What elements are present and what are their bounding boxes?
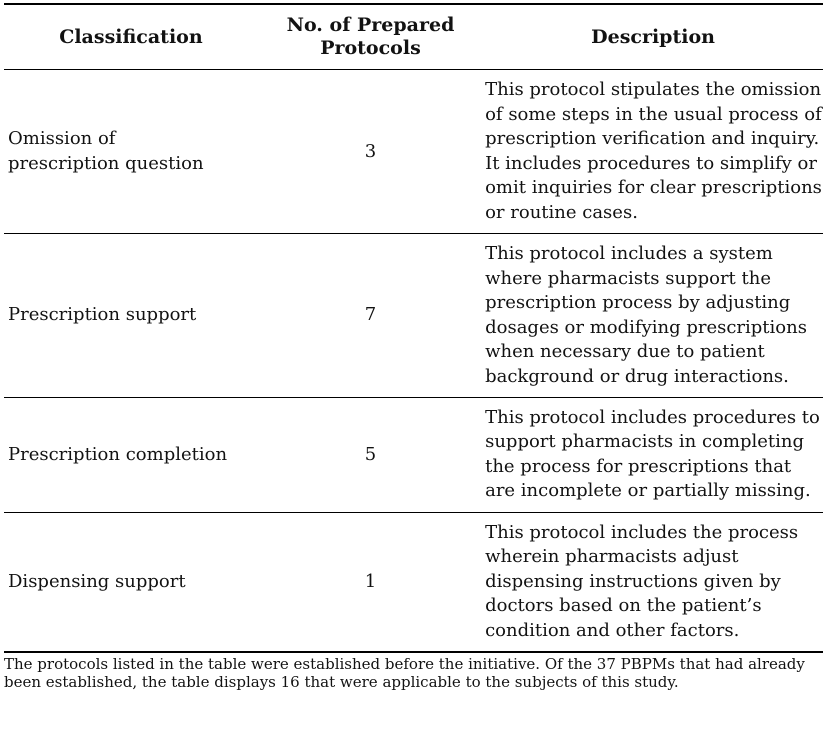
classification-cell: Prescription support [4,233,258,398]
count-cell: 3 [257,69,484,235]
table-row: Dispensing support 1 This protocol inclu… [4,512,823,652]
classification-cell: Dispensing support [8,570,186,592]
description-cell: This protocol includes procedures to sup… [483,397,823,513]
table-row: Omission of prescription question 3 This… [4,69,823,235]
table-row: Prescription support 7 This protocol inc… [4,233,823,398]
paper-table-figure: Classification No. of Prepared Protocols… [4,3,823,691]
header-description: Description [483,4,823,71]
description-cell: This protocol includes a system where ph… [483,233,823,398]
protocols-table: Classification No. of Prepared Protocols… [4,3,823,654]
table-row: Prescription completion 5 This protocol … [4,397,823,513]
table-header-row: Classification No. of Prepared Protocols… [4,4,823,71]
header-prepared-protocols-count: No. of Prepared Protocols [257,4,484,71]
count-cell: 1 [364,570,377,592]
description-cell: This protocol stipulates the omission of… [483,69,823,235]
table-footnote: The protocols listed in the table were e… [4,655,805,692]
classification-cell: Prescription completion [4,397,258,513]
count-cell: 7 [257,233,484,398]
description-cell: This protocol includes the process where… [485,521,799,641]
classification-cell: Omission of prescription question [4,69,258,235]
count-cell: 5 [257,397,484,513]
header-classification: Classification [4,4,258,71]
